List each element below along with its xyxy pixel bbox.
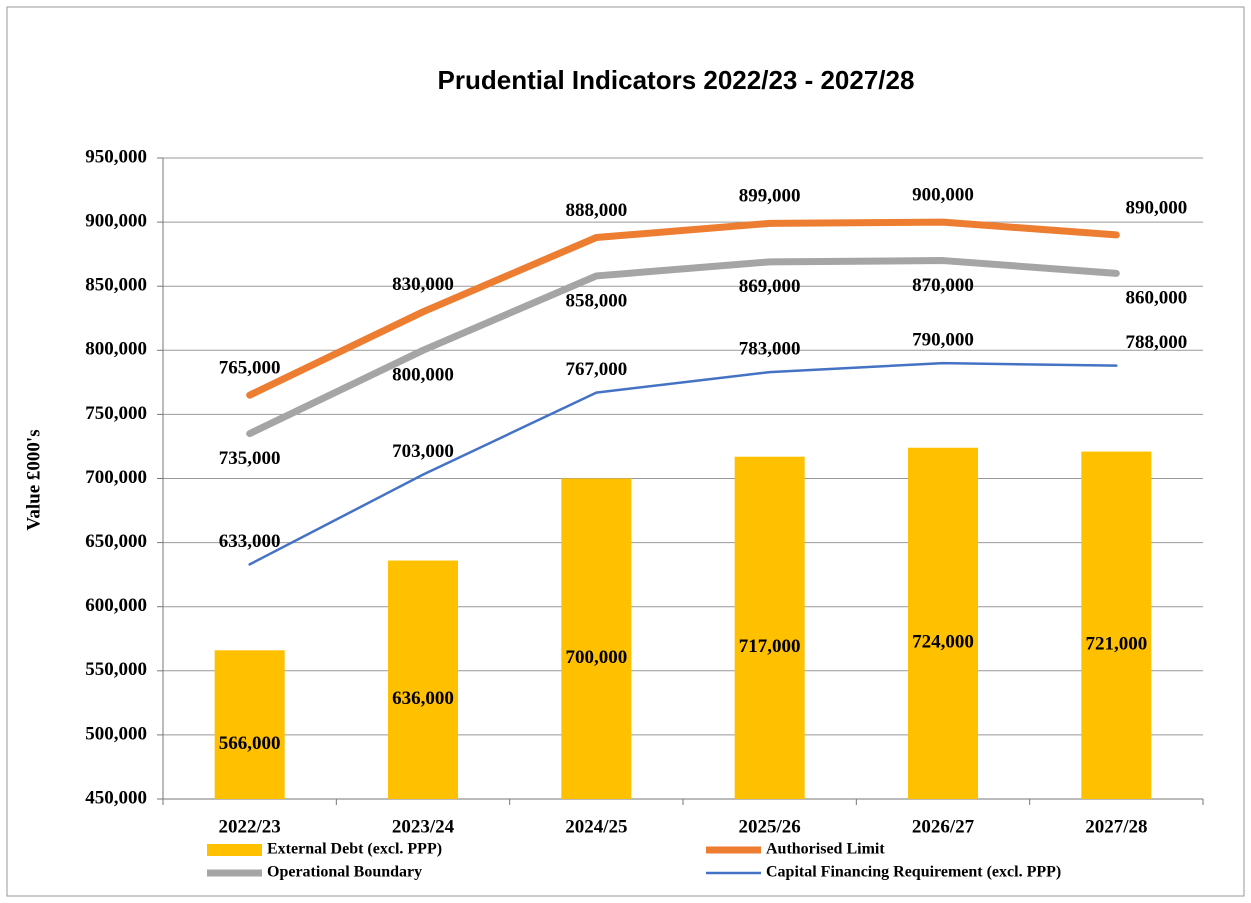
line-series — [248, 361, 1118, 566]
y-tick-label: 650,000 — [85, 531, 147, 552]
y-tick-label: 450,000 — [85, 787, 147, 808]
legend-label: External Debt (excl. PPP) — [267, 841, 442, 858]
y-axis-label: Value £000's — [23, 429, 44, 530]
y-tick-label: 550,000 — [85, 659, 147, 680]
y-tick-label: 900,000 — [85, 210, 147, 231]
line-series — [246, 257, 1120, 438]
y-tick-label: 700,000 — [85, 467, 147, 488]
x-tick-label: 2024/25 — [565, 816, 627, 837]
bar-value-label: 636,000 — [392, 688, 454, 709]
line-value-label: 633,000 — [219, 531, 281, 552]
line-value-label: 888,000 — [565, 200, 627, 221]
bar — [734, 456, 805, 799]
bar — [561, 478, 632, 799]
line-value-label: 703,000 — [392, 441, 454, 462]
x-tick-label: 2027/28 — [1085, 816, 1147, 837]
bar — [214, 650, 285, 799]
y-tick-label: 600,000 — [85, 595, 147, 616]
line-value-label: 900,000 — [912, 184, 974, 205]
bar — [1081, 451, 1152, 799]
y-tick-label: 800,000 — [85, 339, 147, 360]
bar-value-label: 724,000 — [912, 632, 974, 653]
line-value-label: 858,000 — [565, 290, 627, 311]
x-tick-label: 2023/24 — [392, 816, 455, 837]
legend-label: Capital Financing Requirement (excl. PPP… — [766, 864, 1061, 881]
bar-value-label: 721,000 — [1085, 634, 1147, 655]
x-tick-label: 2022/23 — [219, 816, 281, 837]
bar-value-label: 566,000 — [219, 733, 281, 754]
bar-value-label: 717,000 — [739, 636, 801, 657]
bar — [388, 560, 458, 799]
line-value-label: 790,000 — [912, 329, 974, 350]
line-value-label: 890,000 — [1125, 197, 1187, 218]
line-value-label: 869,000 — [739, 276, 801, 297]
line-value-label: 870,000 — [912, 275, 974, 296]
y-tick-label: 750,000 — [85, 403, 147, 424]
line-value-label: 788,000 — [1125, 332, 1187, 353]
legend-label: Authorised Limit — [766, 841, 885, 858]
y-tick-label: 950,000 — [85, 146, 147, 167]
y-tick-label: 850,000 — [85, 275, 147, 296]
bar-value-label: 700,000 — [565, 647, 627, 668]
line-value-label: 860,000 — [1125, 288, 1187, 309]
line-series — [246, 218, 1120, 399]
bar — [908, 447, 978, 799]
legend-swatch — [207, 844, 262, 856]
line-value-label: 765,000 — [219, 358, 281, 379]
line-value-label: 899,000 — [739, 186, 801, 207]
line-value-label: 830,000 — [392, 274, 454, 295]
x-tick-label: 2025/26 — [739, 816, 801, 837]
x-tick-label: 2026/27 — [912, 816, 975, 837]
chart-title: Prudential Indicators 2022/23 - 2027/28 — [438, 65, 915, 95]
legend-label: Operational Boundary — [267, 864, 422, 881]
line-value-label: 767,000 — [565, 359, 627, 380]
line-value-label: 783,000 — [739, 338, 801, 359]
line-value-label: 735,000 — [219, 448, 281, 469]
y-tick-label: 500,000 — [85, 723, 147, 744]
line-value-label: 800,000 — [392, 365, 454, 386]
